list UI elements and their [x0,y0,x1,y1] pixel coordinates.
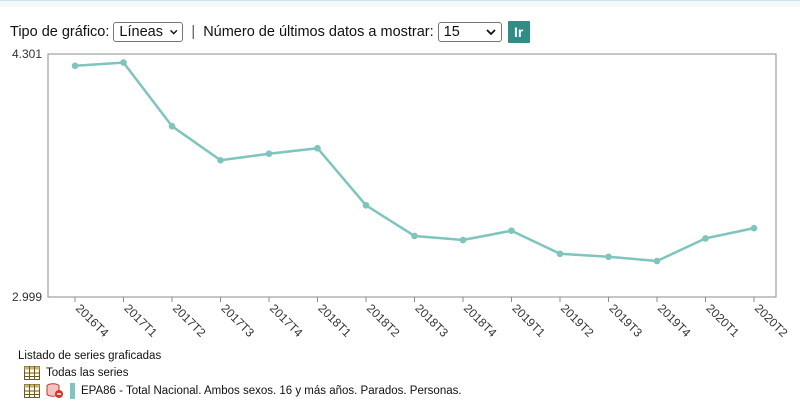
data-point[interactable] [71,62,79,70]
go-button[interactable]: Ir [507,21,530,43]
all-series-row[interactable]: Todas las series [24,364,462,382]
data-point[interactable] [459,236,467,244]
series-legend: Listado de series graficadas Todas las s… [18,350,462,400]
x-tick-label: 2018T1 [315,301,354,340]
table-icon [24,366,40,380]
x-tick-label: 2019T3 [606,301,645,340]
line-chart: 4.301 2.999 2016T4 2017T1 2017T2 2017T3 2017T4… [12,47,791,340]
chart-controls: Tipo de gráfico: Líneas | Número de últi… [10,20,530,44]
data-point[interactable] [750,224,758,232]
data-point[interactable] [265,150,273,158]
count-select[interactable]: 15 [437,22,502,42]
count-value: 15 [443,24,460,40]
chevron-down-icon [170,29,178,35]
x-tick-label: 2018T3 [412,301,451,340]
y-tick-label: 4.301 [12,47,42,61]
x-tick-label: 2017T1 [121,301,160,340]
x-tick-label: 2017T3 [218,301,257,340]
data-point[interactable] [411,232,418,240]
x-tick-label: 2019T4 [655,301,694,340]
x-tick-label: 2018T2 [364,301,403,340]
x-tick-label: 2019T2 [558,301,597,340]
data-point[interactable] [362,202,370,209]
top-border [0,0,800,7]
chart-type-value: Líneas [119,24,163,40]
data-point[interactable] [168,122,176,130]
x-tick-label: 2017T4 [267,301,306,340]
series-color-swatch [70,383,75,399]
x-tick-label: 2020T2 [752,301,791,340]
data-point[interactable] [120,59,127,66]
legend-title: Listado de series graficadas [18,350,162,362]
x-tick-label: 2016T4 [73,301,112,340]
table-icon[interactable] [24,384,40,398]
series-label: EPA86 - Total Nacional. Ambos sexos. 16 … [81,385,462,397]
data-point[interactable] [217,156,224,164]
chevron-down-icon [486,29,496,36]
data-point[interactable] [653,257,661,265]
all-series-label: Todas las series [46,367,129,379]
count-label: Número de últimos datos a mostrar: [203,24,434,40]
x-tick-label: 2018T4 [461,301,500,340]
chart-type-label: Tipo de gráfico: [10,24,110,40]
y-tick-label: 2.999 [12,290,42,304]
series-row: EPA86 - Total Nacional. Ambos sexos. 16 … [24,382,462,400]
x-tick-label: 2017T2 [170,301,209,340]
plot-area [47,53,777,298]
separator: | [191,24,196,40]
data-point[interactable] [556,250,564,258]
x-tick-label: 2020T1 [703,301,742,340]
chart-type-select[interactable]: Líneas [113,22,184,42]
remove-series-icon[interactable] [46,383,64,399]
data-point[interactable] [605,253,612,261]
data-point[interactable] [508,227,515,235]
data-point[interactable] [702,235,709,242]
x-tick-label: 2019T1 [509,301,548,340]
data-point[interactable] [314,144,321,152]
